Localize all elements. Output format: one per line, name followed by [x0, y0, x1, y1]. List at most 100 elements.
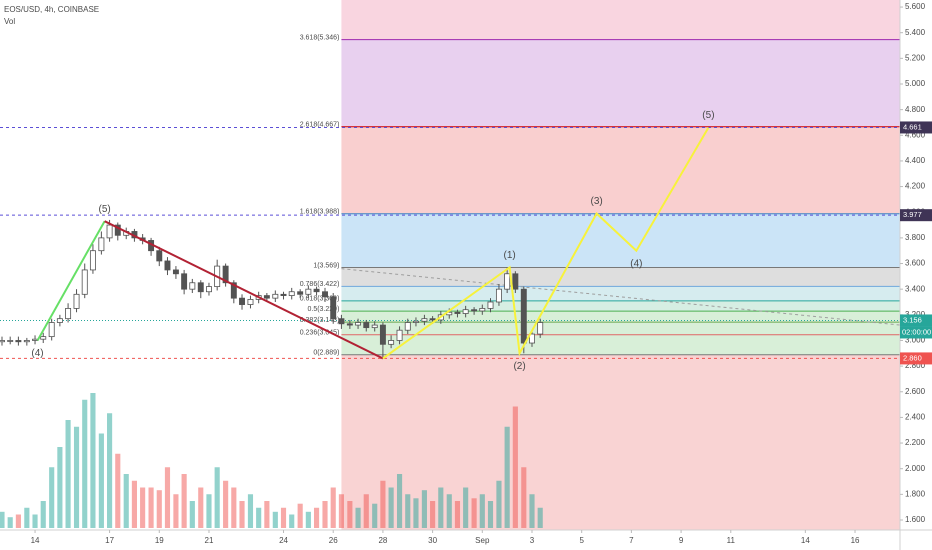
volume-bar — [413, 498, 419, 528]
fib-zone — [341, 311, 900, 323]
plot-layer: (4) (5) (1) (2) (3) (4) (5) — [0, 110, 900, 528]
fib-label: 1.618(3.988) — [300, 209, 340, 216]
fib-zone — [341, 354, 900, 530]
y-tick-label: 4.600 — [905, 130, 926, 139]
candle-body — [471, 309, 478, 312]
y-tick-label: 3.800 — [905, 233, 926, 242]
candle-body — [98, 237, 105, 252]
candle-body — [247, 299, 254, 305]
wave-line — [382, 127, 710, 360]
x-tick-label: 14 — [31, 536, 40, 545]
volume-bar — [148, 487, 154, 528]
fib-label: 2.618(4.667) — [300, 122, 340, 129]
volume-bar — [156, 490, 162, 528]
volume-bar — [198, 487, 204, 528]
volume-bar — [0, 511, 5, 528]
candle-body — [197, 282, 204, 293]
wave-label: (2) — [513, 361, 525, 372]
volume-bar — [24, 507, 30, 528]
volume-bar — [223, 480, 229, 528]
candle-body — [355, 322, 362, 326]
candle-body — [206, 286, 212, 293]
candle-body — [114, 224, 121, 236]
volume-bar — [289, 514, 295, 528]
x-tick-label: 28 — [378, 536, 387, 545]
candle-body — [529, 333, 535, 344]
fib-label: 0.618(3.309) — [300, 296, 340, 303]
volume-bar — [123, 474, 129, 528]
candle-body — [429, 318, 436, 321]
volume-bar — [247, 494, 254, 528]
wave-line — [104, 220, 384, 360]
fib-zone — [341, 126, 900, 214]
x-tick-label: 19 — [155, 536, 164, 545]
candle-body — [462, 309, 469, 314]
candle-body — [230, 282, 237, 299]
price-badge — [900, 314, 932, 327]
fib-zone — [341, 286, 900, 301]
candle-body — [189, 282, 196, 290]
volume-bar — [239, 501, 245, 528]
volume-bar — [231, 487, 237, 528]
y-tick-label: 2.200 — [905, 438, 926, 447]
candle-body — [0, 340, 5, 343]
volume-bar — [57, 447, 63, 528]
candle-body — [338, 318, 345, 325]
volume-bar — [471, 498, 477, 528]
candle-body — [504, 273, 511, 290]
volume-bar — [347, 501, 353, 528]
candle-body — [412, 320, 419, 323]
candle-body — [288, 291, 295, 296]
candle-body — [520, 288, 527, 344]
chart-title: EOS/USD, 4h, COINBASE — [4, 5, 99, 14]
volume-bar — [446, 494, 452, 528]
y-tick-label: 3.600 — [905, 259, 926, 268]
candle-body — [48, 322, 55, 338]
candle-body — [495, 288, 502, 303]
candle-body — [181, 273, 188, 290]
volume-bar — [521, 467, 527, 528]
y-tick-label: 4.400 — [905, 156, 926, 165]
candle-body — [454, 311, 461, 314]
volume-bar — [537, 507, 543, 528]
candle-body — [89, 250, 96, 271]
volume-bar — [313, 507, 320, 528]
y-tick-label: 2.400 — [905, 413, 926, 422]
volume-bar — [487, 501, 494, 528]
x-tick-label: 7 — [629, 536, 634, 545]
volume-bar — [322, 501, 328, 528]
volume-bar — [90, 393, 96, 528]
volume-bar — [40, 501, 46, 528]
volume-bar — [405, 494, 411, 528]
volume-bar — [330, 487, 336, 528]
candle-body — [172, 269, 179, 275]
volume-bar — [421, 490, 427, 528]
volume-bar — [7, 517, 13, 528]
y-tick-label: 1.600 — [905, 515, 926, 524]
candle-body — [305, 288, 312, 295]
fib-layer: 0(2.889) 0.236(3.045) 0.382(3.143) 0.5(3.22… — [300, 0, 900, 530]
wave-label: (4) — [31, 348, 43, 359]
candle-body — [396, 329, 403, 341]
volume-bar — [363, 494, 369, 528]
y-tick-label: 5.200 — [905, 53, 926, 62]
candle-body — [487, 301, 494, 309]
volume-bar — [430, 501, 436, 528]
candle-body — [297, 291, 304, 295]
volume-bar — [82, 399, 88, 528]
x-tick-label: Sep — [475, 536, 490, 545]
volume-bar — [529, 494, 535, 528]
y-tick-label: 5.600 — [905, 2, 926, 11]
candle-body — [421, 318, 428, 322]
volume-bar — [256, 507, 262, 528]
y-tick-label: 5.400 — [905, 28, 926, 37]
volume-bar — [164, 467, 171, 528]
wave-label: (4) — [630, 258, 642, 269]
fib-label: 0.382(3.143) — [300, 317, 340, 324]
volume-bar — [280, 507, 287, 528]
volume-bar — [131, 480, 137, 528]
fib-label: 0.5(3.229) — [307, 306, 339, 313]
y-tick-label: 3.200 — [905, 310, 926, 319]
candle-body — [7, 340, 14, 342]
fib-zone — [341, 213, 900, 268]
